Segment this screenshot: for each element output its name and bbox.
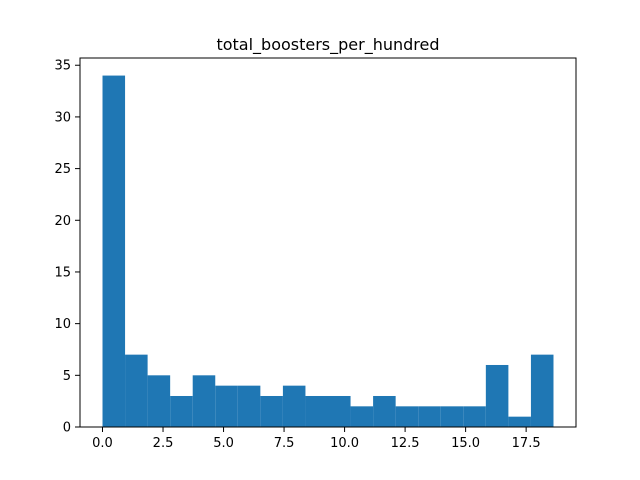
x-tick-label: 15.0 (451, 436, 480, 451)
histogram-bar (463, 406, 486, 427)
y-tick-label: 30 (54, 110, 71, 125)
x-tick-label: 5.0 (213, 436, 234, 451)
histogram-bar (418, 406, 441, 427)
histogram-bar (395, 406, 419, 427)
histogram-bar (102, 75, 126, 428)
y-tick-label: 10 (54, 317, 71, 332)
x-tick-label: 10.0 (330, 436, 359, 451)
x-tick-label: 2.5 (153, 436, 174, 451)
histogram-bar (373, 395, 396, 427)
histogram-bar (170, 395, 193, 427)
histogram-bar (192, 375, 216, 427)
y-tick-label: 25 (54, 162, 71, 177)
y-tick-label: 5 (63, 369, 71, 384)
histogram-bar (440, 406, 464, 427)
histogram-bar (215, 385, 238, 427)
axes-group: 0.0 2.5 5.0 7.5 10.0 12.5 15.0 17.5 0 5 10 15 20 25 30… (54, 57, 577, 451)
histogram-bar (305, 395, 328, 427)
y-tick-label: 20 (54, 214, 71, 229)
histogram-bar (485, 364, 509, 427)
y-tick-label: 35 (54, 59, 71, 74)
x-tick-label: 12.5 (391, 436, 420, 451)
histogram-bar (125, 354, 148, 427)
x-tick-label: 0.0 (92, 436, 113, 451)
y-tick-label: 15 (54, 265, 71, 280)
histogram-bar (282, 385, 306, 427)
histogram-bar (147, 375, 171, 427)
histogram-bar (508, 416, 531, 427)
histogram-bar (328, 395, 351, 427)
chart-title: total_boosters_per_hundred (216, 35, 439, 55)
histogram-bar (350, 406, 374, 427)
histogram-bar (237, 385, 261, 427)
bars-group (102, 75, 554, 428)
histogram-bar (260, 395, 283, 427)
axes-frame (79, 57, 577, 428)
y-tick-label: 0 (63, 421, 71, 436)
x-tick-label: 7.5 (274, 436, 295, 451)
x-tick-label: 17.5 (512, 436, 541, 451)
histogram-bar (530, 354, 554, 427)
